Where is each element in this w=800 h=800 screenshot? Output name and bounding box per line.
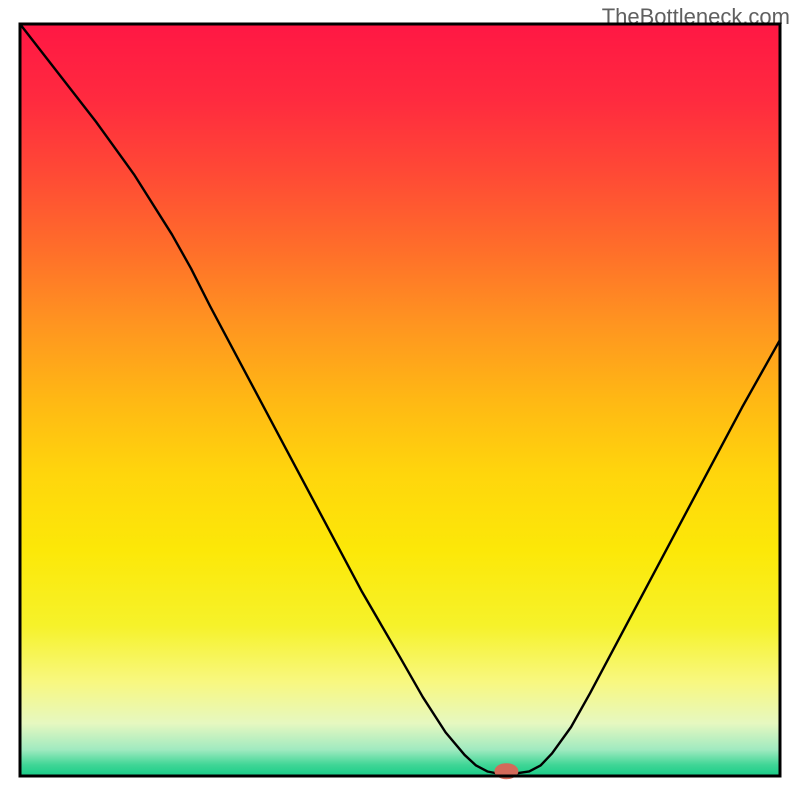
chart-svg xyxy=(0,0,800,800)
gradient-background xyxy=(20,24,780,776)
chart-container: TheBottleneck.com xyxy=(0,0,800,800)
